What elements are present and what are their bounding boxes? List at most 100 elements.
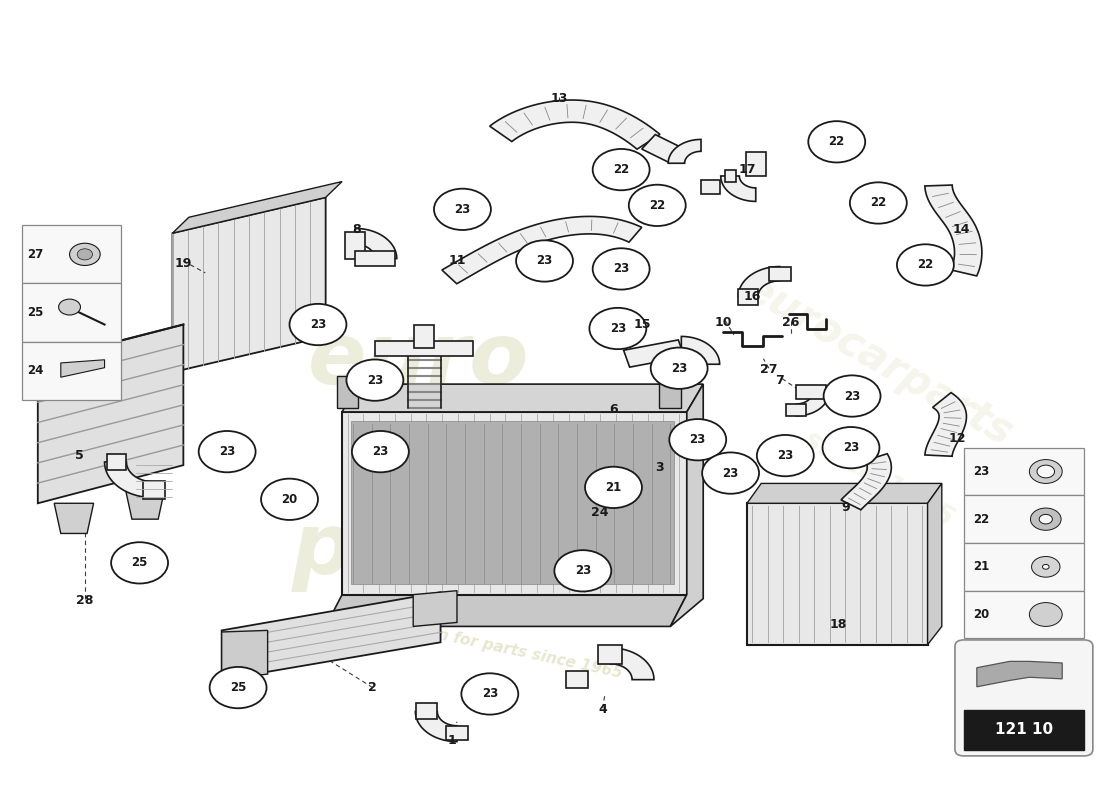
- Polygon shape: [746, 152, 766, 176]
- Wedge shape: [1030, 602, 1063, 626]
- Circle shape: [757, 435, 814, 476]
- Polygon shape: [720, 176, 756, 202]
- Polygon shape: [173, 198, 326, 372]
- Text: 22: 22: [649, 199, 666, 212]
- Wedge shape: [1030, 459, 1063, 483]
- Wedge shape: [1031, 508, 1062, 530]
- Polygon shape: [624, 340, 684, 367]
- Polygon shape: [747, 483, 942, 503]
- Circle shape: [593, 149, 650, 190]
- Polygon shape: [104, 462, 154, 498]
- Circle shape: [58, 299, 80, 315]
- Text: 23: 23: [974, 465, 989, 478]
- Circle shape: [461, 674, 518, 714]
- Polygon shape: [977, 662, 1063, 686]
- Text: 23: 23: [454, 203, 471, 216]
- Text: 26: 26: [782, 316, 800, 329]
- Text: 22: 22: [917, 258, 934, 271]
- Polygon shape: [610, 648, 654, 680]
- Text: 14: 14: [953, 222, 970, 236]
- Polygon shape: [342, 412, 686, 594]
- Text: 23: 23: [310, 318, 326, 331]
- Text: 18: 18: [829, 618, 847, 630]
- Text: 23: 23: [778, 449, 793, 462]
- Polygon shape: [107, 454, 126, 470]
- Text: 24: 24: [28, 364, 44, 378]
- Polygon shape: [738, 289, 758, 305]
- Polygon shape: [442, 217, 641, 284]
- Polygon shape: [60, 360, 104, 378]
- Polygon shape: [641, 134, 683, 162]
- Text: 5: 5: [75, 449, 84, 462]
- Circle shape: [651, 347, 707, 389]
- Polygon shape: [222, 630, 267, 680]
- Circle shape: [824, 375, 880, 417]
- Circle shape: [554, 550, 612, 591]
- Polygon shape: [598, 645, 623, 664]
- Text: 23: 23: [537, 254, 552, 267]
- Polygon shape: [355, 228, 397, 258]
- Text: 15: 15: [634, 318, 651, 331]
- Text: 9: 9: [842, 501, 850, 514]
- Circle shape: [111, 542, 168, 583]
- Polygon shape: [375, 342, 473, 355]
- Polygon shape: [415, 325, 434, 348]
- Polygon shape: [37, 325, 184, 503]
- Text: 121 10: 121 10: [994, 722, 1053, 738]
- Text: 28: 28: [76, 594, 94, 606]
- Polygon shape: [747, 503, 927, 645]
- Circle shape: [261, 478, 318, 520]
- Polygon shape: [927, 483, 942, 645]
- Circle shape: [516, 240, 573, 282]
- Text: 23: 23: [843, 441, 859, 454]
- Text: 24: 24: [591, 506, 608, 519]
- Text: 23: 23: [482, 687, 498, 701]
- Text: 22: 22: [828, 135, 845, 148]
- Polygon shape: [925, 185, 982, 276]
- Circle shape: [702, 453, 759, 494]
- Text: 23: 23: [690, 434, 706, 446]
- Text: 27: 27: [28, 248, 44, 261]
- Text: 23: 23: [366, 374, 383, 386]
- Circle shape: [77, 249, 92, 260]
- Circle shape: [669, 419, 726, 460]
- Bar: [351, 422, 673, 584]
- Text: 25: 25: [131, 556, 147, 570]
- Text: 25: 25: [28, 306, 44, 319]
- Text: 3: 3: [656, 461, 663, 474]
- Text: 6: 6: [609, 403, 618, 416]
- Text: 21: 21: [974, 560, 989, 574]
- Text: 20: 20: [282, 493, 298, 506]
- Polygon shape: [701, 180, 719, 194]
- Polygon shape: [796, 392, 829, 416]
- Text: 17: 17: [738, 163, 756, 176]
- Circle shape: [808, 121, 866, 162]
- Polygon shape: [670, 384, 703, 626]
- Bar: [964, 448, 1085, 495]
- Text: 23: 23: [372, 445, 388, 458]
- Bar: [964, 590, 1085, 638]
- FancyBboxPatch shape: [955, 640, 1092, 756]
- Circle shape: [434, 189, 491, 230]
- Text: 23: 23: [574, 564, 591, 578]
- Circle shape: [199, 431, 255, 472]
- Text: 23: 23: [844, 390, 860, 402]
- Text: 25: 25: [230, 681, 246, 694]
- Polygon shape: [222, 592, 441, 680]
- Polygon shape: [738, 266, 780, 297]
- Polygon shape: [842, 454, 891, 510]
- Text: parts: parts: [292, 510, 546, 593]
- Polygon shape: [345, 231, 365, 258]
- Circle shape: [593, 248, 650, 290]
- Circle shape: [352, 431, 409, 472]
- Bar: [22, 226, 121, 283]
- Text: 11: 11: [448, 254, 465, 267]
- Polygon shape: [769, 266, 791, 281]
- Polygon shape: [796, 385, 826, 399]
- Bar: [964, 710, 1085, 750]
- Polygon shape: [490, 100, 660, 149]
- Polygon shape: [414, 590, 456, 626]
- Text: 16: 16: [744, 290, 761, 303]
- Polygon shape: [342, 384, 703, 412]
- Text: 13: 13: [550, 92, 568, 105]
